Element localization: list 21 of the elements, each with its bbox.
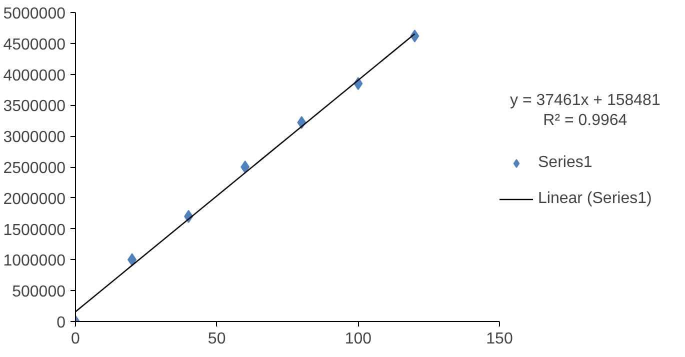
text: R² = 0.9964 bbox=[542, 111, 628, 131]
legend-label: Linear (Series1) bbox=[538, 190, 652, 208]
y-tick-label: 2500000 bbox=[3, 160, 66, 177]
point bbox=[128, 253, 137, 266]
point bbox=[240, 160, 250, 174]
y-tick-label: 0 bbox=[56, 314, 66, 332]
y-tick-label: 5000000 bbox=[3, 6, 66, 22]
text: y = 37461x + 158481 bbox=[510, 91, 660, 111]
x-tick-label: 0 bbox=[71, 330, 80, 348]
y-tick-label: 3000000 bbox=[3, 129, 66, 146]
y-tick-label: 1000000 bbox=[3, 252, 66, 270]
y-tick-label: 4000000 bbox=[3, 67, 66, 84]
x-tick-label: 100 bbox=[344, 330, 372, 348]
x-tick-label: 150 bbox=[486, 330, 513, 348]
y-tick-label: 1500000 bbox=[3, 222, 66, 239]
y-tick-label: 4500000 bbox=[3, 36, 66, 54]
y-tick-label: 500000 bbox=[12, 284, 66, 301]
legend-label: Series1 bbox=[538, 154, 592, 172]
x-tick-label: 50 bbox=[208, 330, 226, 348]
y-tick-label: 2000000 bbox=[3, 190, 66, 208]
y-tick-label: 3500000 bbox=[3, 98, 66, 116]
